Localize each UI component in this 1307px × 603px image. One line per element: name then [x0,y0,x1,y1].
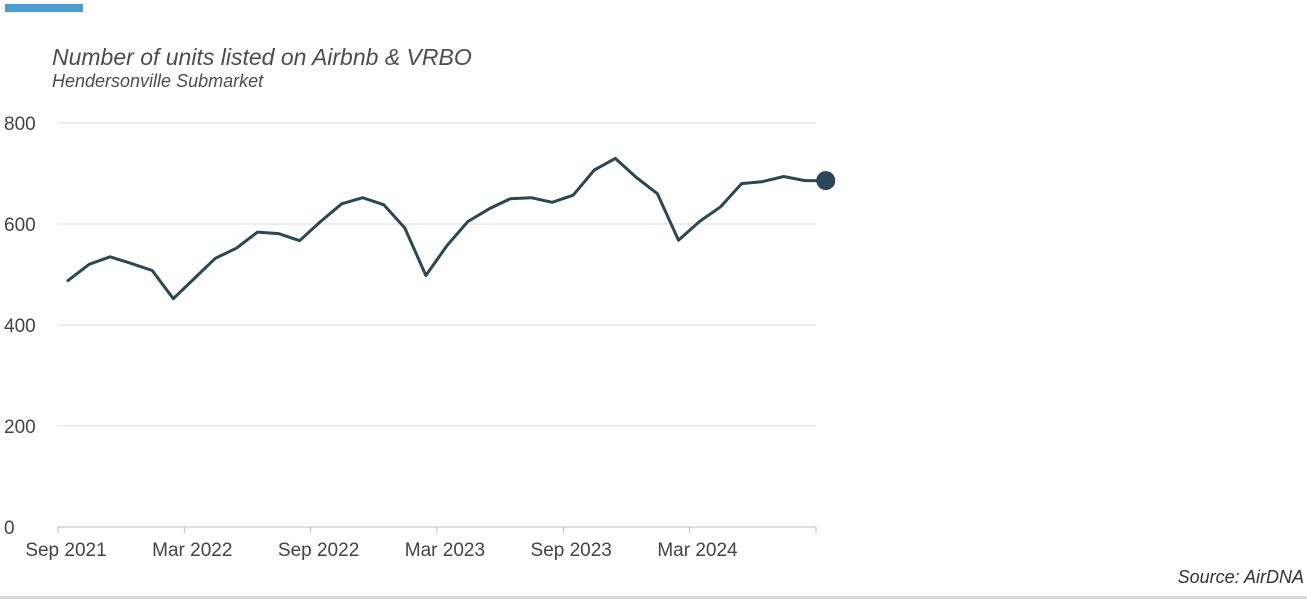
x-tick-label: Sep 2021 [25,540,106,561]
x-axis-labels: Sep 2021 Mar 2022 Sep 2022 Mar 2023 Sep 2023… [25,540,738,561]
accent-bar [5,4,83,12]
y-tick-label-400: 400 [4,316,36,337]
chart-title: Number of units listed on Airbnb & VRBO [52,44,472,70]
x-tick-label: Mar 2023 [405,540,485,561]
x-tick-label: Mar 2022 [152,540,232,561]
bottom-divider [0,596,1307,599]
y-tick-label-0: 0 [4,518,15,539]
series-line-0 [66,156,828,301]
grid-lines [58,122,816,427]
y-axis-labels: 0 200 400 600 800 [4,114,36,539]
y-tick-label-200: 200 [4,417,36,438]
x-axis [57,526,817,533]
series-layer [66,156,836,301]
y-tick-label-600: 600 [4,215,36,236]
x-tick-label: Mar 2024 [657,540,738,561]
y-tick-label-800: 800 [4,114,36,135]
series-end-marker [816,171,836,191]
source-note: Source: AirDNA [1177,567,1304,587]
x-tick-label: Sep 2022 [278,540,359,561]
x-tick-label: Sep 2023 [531,540,612,561]
chart-subtitle: Hendersonville Submarket [52,71,264,91]
